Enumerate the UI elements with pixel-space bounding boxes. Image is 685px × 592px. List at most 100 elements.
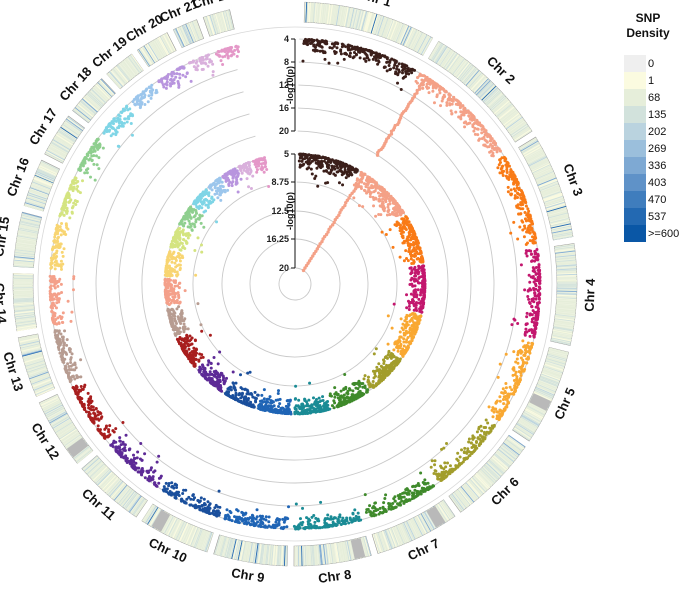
outer-point [357,48,361,52]
density-tick [504,440,521,454]
density-tick [268,544,272,565]
outer-point [505,170,509,174]
outer-point [79,358,83,362]
outer-point [535,317,539,321]
density-tick [554,244,575,249]
density-tick [519,418,538,430]
density-tick [14,250,35,254]
outer-point [525,343,529,347]
outer-point [465,457,469,461]
outer-point [413,485,417,489]
outer-point [529,252,533,256]
density-tick [175,28,185,47]
outer-point [478,433,482,437]
density-tick [263,544,267,565]
density-tick [556,260,577,264]
density-tick [203,16,211,37]
density-tick [33,178,53,187]
outer-point [90,154,94,158]
outer-point [413,488,417,492]
density-tick [417,515,428,534]
density-tick [13,294,34,297]
density-tick [378,16,386,36]
density-tick [139,48,152,66]
density-tick [556,259,577,263]
density-tick [521,414,540,426]
density-tick [428,41,440,59]
outer-point [444,469,448,473]
outer-point [133,468,137,472]
density-tick [179,26,189,45]
density-tick [510,123,528,136]
density-tick [122,60,136,77]
density-tick [157,37,169,56]
density-tick [479,83,494,99]
outer-point [524,327,528,331]
outer-point [445,442,449,446]
outer-point [369,511,373,515]
outer-point [56,292,60,296]
outer-point [377,60,381,64]
density-tick [523,146,542,157]
outer-point [521,339,525,343]
density-tick [552,330,573,336]
outer-point [50,265,54,269]
density-tick [506,118,524,131]
density-tick [539,182,559,191]
density-tick [506,438,523,451]
inner-point [343,170,347,174]
outer-point [462,107,466,111]
density-tick [556,271,577,274]
outer-point [519,188,523,192]
outer-point [334,41,338,45]
outer-point [506,400,510,404]
density-tick [91,465,107,481]
density-tick [228,9,234,30]
density-tick [119,489,133,506]
density-tick [524,409,543,421]
outer-point [191,493,195,497]
density-tick [480,467,496,483]
density-tick [545,201,566,209]
outer-point [530,342,534,346]
outer-point [537,297,541,301]
outer-point [371,57,375,61]
outer-point [182,66,186,70]
outer-point [368,504,372,508]
density-tick [547,352,568,359]
outer-point [378,55,382,59]
density-tick [431,43,444,62]
outer-point [435,83,439,87]
density-tick [534,168,553,178]
density-tick [556,303,577,307]
density-tick [15,246,36,250]
density-tick [466,481,480,498]
density-tick [13,262,34,266]
outer-point [488,136,492,140]
outer-point [96,137,100,141]
outer-point [328,517,332,521]
density-tick [408,519,418,539]
density-tick [53,136,72,149]
density-tick [22,352,43,359]
outer-point [498,149,502,153]
inner-point [298,163,302,167]
density-tick [316,2,320,23]
density-tick [60,127,78,140]
density-tick [19,341,40,347]
density-tick [36,171,55,180]
outer-point [60,358,64,362]
density-tick [18,226,39,232]
outer-point [324,522,328,526]
inner-point [313,177,317,181]
outer-point [138,102,142,106]
outer-point [123,449,127,453]
outer-point [537,294,541,298]
inner-point [416,269,420,273]
outer-point [146,469,150,473]
density-tick [469,73,484,89]
outer-point [387,505,391,509]
density-tick [410,518,421,537]
density-tick [497,449,514,464]
density-tick [358,10,364,30]
